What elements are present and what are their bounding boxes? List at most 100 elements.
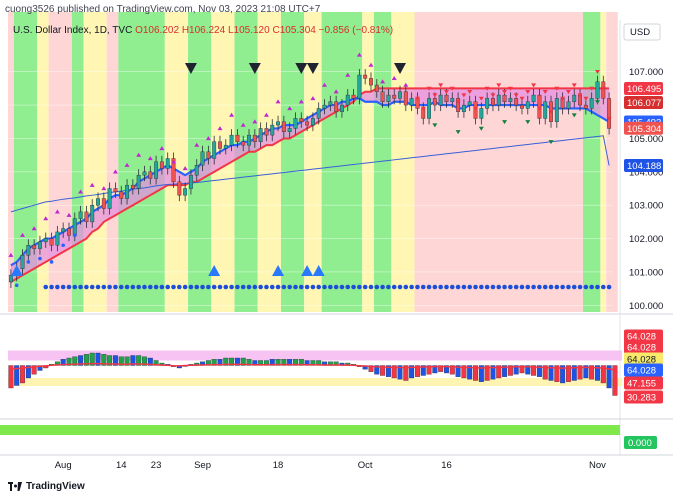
background-band-yellow <box>391 12 415 312</box>
price-label-box <box>624 159 663 173</box>
background-band-yellow <box>304 12 322 312</box>
candle-up <box>357 74 362 99</box>
small-up-marker <box>31 226 37 231</box>
small-up-marker <box>182 166 188 171</box>
background-band-green <box>321 12 363 312</box>
signal-dot <box>211 284 217 290</box>
y-tick-label: 103.000 <box>629 201 663 212</box>
small-down-marker <box>455 100 461 105</box>
candle-down <box>49 238 54 246</box>
candle-down <box>281 121 286 132</box>
small-down-marker <box>560 96 566 101</box>
big-up-triangle <box>312 265 325 276</box>
signal-dot <box>269 284 275 290</box>
candle-down <box>32 245 37 249</box>
small-up-marker <box>356 52 362 57</box>
currency-label: USD <box>630 27 650 38</box>
candle-up <box>165 158 170 169</box>
candle-down <box>374 84 379 92</box>
oscillator-bar <box>275 359 281 366</box>
signal-dot <box>298 284 304 290</box>
small-down-marker <box>589 86 595 91</box>
oscillator-bar <box>426 365 432 375</box>
signal-dot <box>589 284 594 290</box>
oscillator-price-label-box <box>624 363 663 377</box>
oscillator-bar <box>548 365 554 381</box>
oscillator-bar <box>112 355 118 366</box>
oscillator-bar <box>130 355 136 366</box>
small-down-marker <box>414 96 420 101</box>
candle-up <box>125 184 129 199</box>
big-up-triangle <box>208 265 221 276</box>
small-down-marker <box>536 106 542 111</box>
candle-down <box>502 94 507 102</box>
candle-down <box>583 104 588 109</box>
candle-down <box>403 91 408 106</box>
signal-dot <box>362 284 368 290</box>
close-value: C105.304 <box>272 25 316 36</box>
candle-down <box>159 161 164 169</box>
background-band-yellow <box>600 12 607 312</box>
y-tick-label: 107.000 <box>629 67 663 78</box>
signal-dot <box>351 284 356 290</box>
signal-dot <box>66 284 72 290</box>
small-dot-marker <box>38 256 42 261</box>
small-down-marker <box>519 96 525 101</box>
signal-dot <box>473 284 478 290</box>
signal-dot <box>188 284 194 290</box>
candle-up <box>508 98 513 102</box>
signal-dot <box>438 284 443 290</box>
zero-label-text: 0.000 <box>628 438 652 449</box>
price-label-text: 106.077 <box>627 98 661 109</box>
signal-dot <box>264 284 269 290</box>
oscillator-price-label-text: 30.283 <box>627 393 656 404</box>
signal-dot <box>444 284 449 290</box>
candle-up <box>270 124 275 136</box>
small-down-marker <box>507 86 513 91</box>
signal-dot <box>113 284 118 290</box>
oscillator-bar <box>25 365 31 379</box>
background-band-pink <box>414 12 583 312</box>
y-tick-label: 102.000 <box>629 234 663 245</box>
big-up-triangle <box>272 265 285 276</box>
signal-dot <box>159 284 165 290</box>
zero-indicator-bar <box>0 425 620 435</box>
signal-dot <box>223 284 229 290</box>
signal-dot <box>600 284 606 290</box>
high-value: H106.224 <box>181 25 226 36</box>
candle-up <box>183 188 188 196</box>
oscillator-bar <box>432 365 438 374</box>
candle-up <box>142 171 147 176</box>
big-down-triangle <box>184 63 197 74</box>
oscillator-bar <box>118 356 124 366</box>
price-label-text: 104.188 <box>627 161 661 172</box>
small-down-marker <box>600 86 606 91</box>
candle-down <box>607 98 612 129</box>
signal-dot <box>571 284 577 290</box>
candle-down <box>130 184 135 189</box>
oscillator-bar <box>577 365 583 380</box>
small-up-marker <box>391 76 397 81</box>
signal-dot <box>508 284 513 290</box>
signal-dot <box>142 284 147 290</box>
signal-dot <box>60 284 66 290</box>
small-down-marker <box>565 90 571 95</box>
oscillator-bar <box>502 365 508 377</box>
small-up-marker <box>43 216 49 221</box>
signal-dot <box>182 284 188 290</box>
small-down-marker <box>432 93 438 98</box>
candle-up <box>287 128 292 132</box>
oscillator-bar <box>368 365 374 372</box>
small-down-marker <box>490 93 496 98</box>
candle-up <box>467 101 472 106</box>
x-tick-label: 14 <box>116 460 127 471</box>
big-up-triangle <box>10 265 23 276</box>
signal-dot <box>577 284 583 290</box>
candle-down <box>171 158 176 183</box>
small-dot-marker <box>61 243 65 248</box>
candle-down <box>177 181 182 196</box>
candle-up <box>525 101 530 109</box>
oscillator-bar <box>223 357 229 366</box>
signal-dot <box>316 284 322 290</box>
oscillator-price-label-text: 64.028 <box>627 332 656 343</box>
